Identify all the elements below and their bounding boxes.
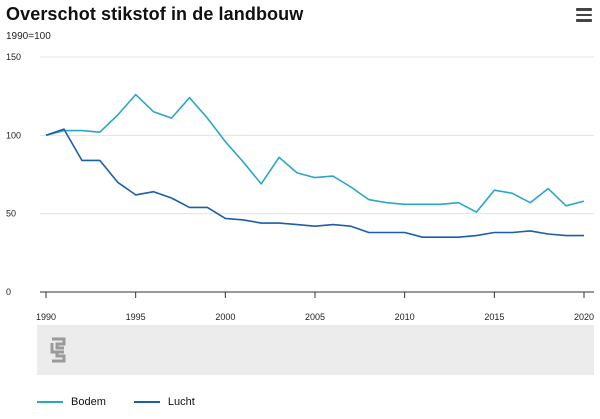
hamburger-menu-icon[interactable] xyxy=(576,8,592,22)
legend-swatch-bodem xyxy=(37,401,63,403)
y-tick-label-150: 150 xyxy=(6,52,21,62)
chart-footer-panel xyxy=(37,325,594,375)
y-tick-label-0: 0 xyxy=(6,287,11,297)
line-chart: 0 50 100 150 1990 1995 2000 2005 2010 2015 2020 xyxy=(6,52,594,322)
y-tick-label-50: 50 xyxy=(6,209,16,219)
chart-subtitle: 1990=100 xyxy=(6,31,51,42)
x-tick-label-2005: 2005 xyxy=(305,312,325,322)
legend-swatch-lucht xyxy=(133,401,160,403)
x-tick-label-2010: 2010 xyxy=(395,312,415,322)
series-line-bodem xyxy=(45,93,585,213)
legend-label-bodem: Bodem xyxy=(71,396,106,408)
legend-item-lucht[interactable]: Lucht xyxy=(133,396,195,408)
cbs-logo-icon xyxy=(50,337,66,363)
y-tick-label-100: 100 xyxy=(6,130,21,140)
legend: Bodem Lucht xyxy=(37,396,195,408)
chart-title: Overschot stikstof in de landbouw xyxy=(6,4,304,24)
x-tick-label-2000: 2000 xyxy=(215,312,235,322)
x-tick-label-2020: 2020 xyxy=(574,312,594,322)
series-line-lucht xyxy=(45,128,584,238)
x-tick-label-1995: 1995 xyxy=(126,312,146,322)
legend-item-bodem[interactable]: Bodem xyxy=(37,396,106,408)
x-tick-label-2015: 2015 xyxy=(484,312,504,322)
x-tick-label-1990: 1990 xyxy=(36,312,56,322)
legend-label-lucht: Lucht xyxy=(167,396,195,408)
